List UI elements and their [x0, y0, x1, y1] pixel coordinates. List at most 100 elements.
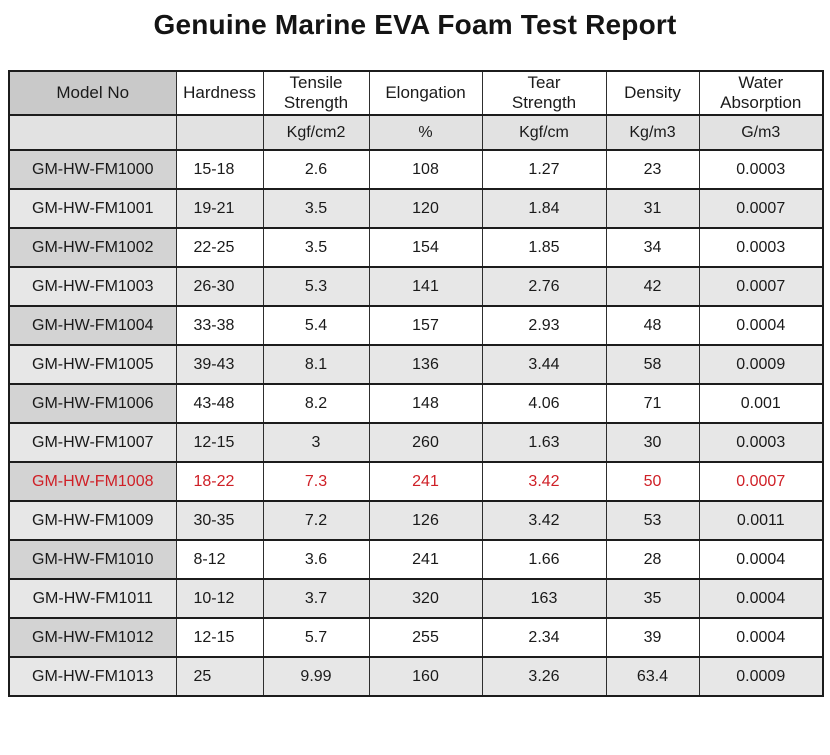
- table-row: GM-HW-FM1004 33-38 5.4 157 2.93 48 0.0004: [8, 305, 824, 346]
- model-cell: GM-HW-FM1010: [8, 539, 177, 580]
- tensile-strength-cell: 3.5: [262, 227, 370, 268]
- model-cell: GM-HW-FM1006: [8, 383, 177, 424]
- column-header-water-absorption: Water Absorption: [698, 70, 824, 116]
- tensile-strength-cell: 7.3: [262, 461, 370, 502]
- water-absorption-cell: 0.0007: [698, 266, 824, 307]
- hardness-cell: 18-22: [175, 461, 264, 502]
- hardness-cell: 10-12: [175, 578, 264, 619]
- tensile-strength-cell: 3: [262, 422, 370, 463]
- hardness-cell: 19-21: [175, 188, 264, 229]
- elongation-cell: 141: [368, 266, 483, 307]
- unit-cell-water-absorption: G/m3: [698, 114, 824, 151]
- column-header-density: Density: [605, 70, 700, 116]
- unit-cell-density: Kg/m3: [605, 114, 700, 151]
- hardness-cell: 12-15: [175, 617, 264, 658]
- water-absorption-cell: 0.0004: [698, 578, 824, 619]
- tear-strength-cell: 3.26: [481, 656, 607, 697]
- table-row: GM-HW-FM1007 12-15 3 260 1.63 30 0.0003: [8, 422, 824, 463]
- elongation-cell: 241: [368, 461, 483, 502]
- density-cell: 42: [605, 266, 700, 307]
- tensile-strength-cell: 5.4: [262, 305, 370, 346]
- tear-strength-cell: 1.85: [481, 227, 607, 268]
- column-header-model-no: Model No: [8, 70, 177, 116]
- units-row: Kgf/cm2 % Kgf/cm Kg/m3 G/m3: [8, 114, 824, 151]
- elongation-cell: 157: [368, 305, 483, 346]
- density-cell: 58: [605, 344, 700, 385]
- density-cell: 35: [605, 578, 700, 619]
- water-absorption-cell: 0.0011: [698, 500, 824, 541]
- tensile-strength-cell: 8.2: [262, 383, 370, 424]
- unit-cell-hardness: [175, 114, 264, 151]
- unit-cell-model-no: [8, 114, 177, 151]
- water-absorption-cell: 0.0004: [698, 539, 824, 580]
- table-row: GM-HW-FM1006 43-48 8.2 148 4.06 71 0.001: [8, 383, 824, 424]
- table-row: GM-HW-FM1003 26-30 5.3 141 2.76 42 0.0007: [8, 266, 824, 307]
- elongation-cell: 320: [368, 578, 483, 619]
- water-absorption-cell: 0.001: [698, 383, 824, 424]
- density-cell: 39: [605, 617, 700, 658]
- hardness-cell: 30-35: [175, 500, 264, 541]
- elongation-cell: 136: [368, 344, 483, 385]
- table-row: GM-HW-FM1010 8-12 3.6 241 1.66 28 0.0004: [8, 539, 824, 580]
- table-row: GM-HW-FM1008 18-22 7.3 241 3.42 50 0.0007: [8, 461, 824, 502]
- model-cell: GM-HW-FM1013: [8, 656, 177, 697]
- test-report-table: Model No Hardness Tensile Strength Elong…: [8, 70, 824, 697]
- model-cell: GM-HW-FM1004: [8, 305, 177, 346]
- tensile-strength-cell: 3.6: [262, 539, 370, 580]
- tear-strength-cell: 2.34: [481, 617, 607, 658]
- table-row: GM-HW-FM1000 15-18 2.6 108 1.27 23 0.0003: [8, 149, 824, 190]
- table-row: GM-HW-FM1012 12-15 5.7 255 2.34 39 0.0004: [8, 617, 824, 658]
- water-absorption-cell: 0.0009: [698, 656, 824, 697]
- table-row: GM-HW-FM1001 19-21 3.5 120 1.84 31 0.0007: [8, 188, 824, 229]
- model-cell: GM-HW-FM1011: [8, 578, 177, 619]
- tear-strength-cell: 163: [481, 578, 607, 619]
- tear-strength-cell: 3.42: [481, 500, 607, 541]
- model-cell: GM-HW-FM1008: [8, 461, 177, 502]
- column-header-tear-strength: Tear Strength: [481, 70, 607, 116]
- model-cell: GM-HW-FM1003: [8, 266, 177, 307]
- density-cell: 34: [605, 227, 700, 268]
- hardness-cell: 12-15: [175, 422, 264, 463]
- hardness-cell: 15-18: [175, 149, 264, 190]
- tear-strength-cell: 3.44: [481, 344, 607, 385]
- column-header-tensile-strength: Tensile Strength: [262, 70, 370, 116]
- water-absorption-cell: 0.0009: [698, 344, 824, 385]
- tensile-strength-cell: 3.5: [262, 188, 370, 229]
- elongation-cell: 160: [368, 656, 483, 697]
- tensile-strength-cell: 5.3: [262, 266, 370, 307]
- hardness-cell: 26-30: [175, 266, 264, 307]
- table-row: GM-HW-FM1009 30-35 7.2 126 3.42 53 0.0011: [8, 500, 824, 541]
- hardness-cell: 43-48: [175, 383, 264, 424]
- elongation-cell: 126: [368, 500, 483, 541]
- tensile-strength-cell: 5.7: [262, 617, 370, 658]
- elongation-cell: 154: [368, 227, 483, 268]
- column-header-elongation: Elongation: [368, 70, 483, 116]
- density-cell: 63.4: [605, 656, 700, 697]
- model-cell: GM-HW-FM1002: [8, 227, 177, 268]
- elongation-cell: 108: [368, 149, 483, 190]
- tear-strength-cell: 1.27: [481, 149, 607, 190]
- water-absorption-cell: 0.0004: [698, 305, 824, 346]
- elongation-cell: 260: [368, 422, 483, 463]
- tear-strength-cell: 1.63: [481, 422, 607, 463]
- header-row: Model No Hardness Tensile Strength Elong…: [8, 70, 824, 116]
- elongation-cell: 255: [368, 617, 483, 658]
- water-absorption-cell: 0.0007: [698, 461, 824, 502]
- hardness-cell: 22-25: [175, 227, 264, 268]
- water-absorption-cell: 0.0007: [698, 188, 824, 229]
- unit-cell-tear-strength: Kgf/cm: [481, 114, 607, 151]
- unit-cell-tensile-strength: Kgf/cm2: [262, 114, 370, 151]
- hardness-cell: 39-43: [175, 344, 264, 385]
- column-header-hardness: Hardness: [175, 70, 264, 116]
- report-page: Genuine Marine EVA Foam Test Report Mode…: [0, 8, 830, 697]
- tensile-strength-cell: 2.6: [262, 149, 370, 190]
- model-cell: GM-HW-FM1005: [8, 344, 177, 385]
- model-cell: GM-HW-FM1001: [8, 188, 177, 229]
- elongation-cell: 120: [368, 188, 483, 229]
- model-cell: GM-HW-FM1012: [8, 617, 177, 658]
- tensile-strength-cell: 7.2: [262, 500, 370, 541]
- table-body: GM-HW-FM1000 15-18 2.6 108 1.27 23 0.0003 GM-HW…: [8, 149, 824, 697]
- tear-strength-cell: 2.76: [481, 266, 607, 307]
- density-cell: 31: [605, 188, 700, 229]
- tear-strength-cell: 1.84: [481, 188, 607, 229]
